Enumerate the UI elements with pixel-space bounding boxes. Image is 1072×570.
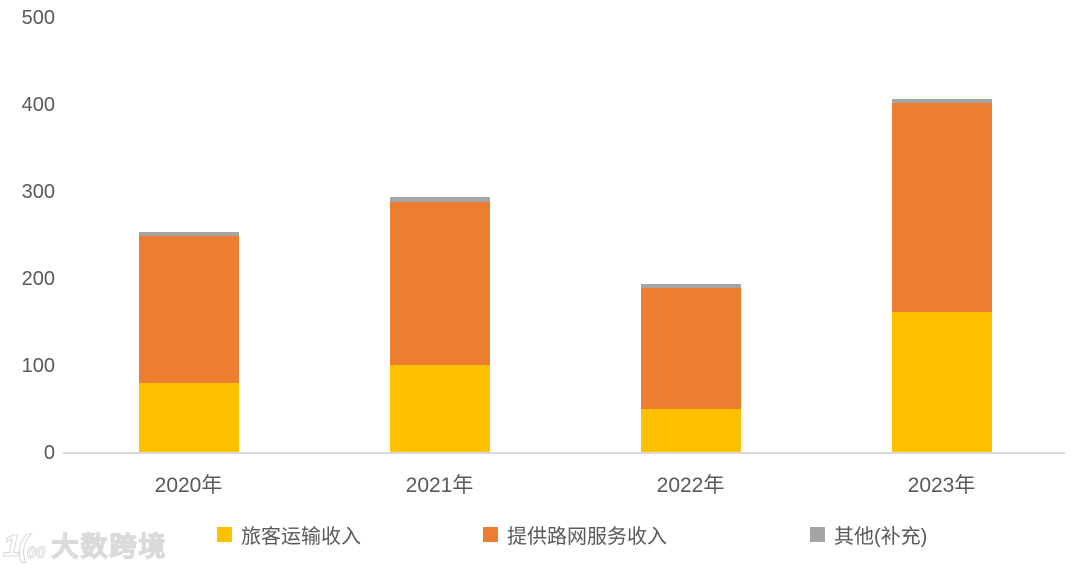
bar-segment [389,365,490,452]
legend: 旅客运输收入 提供路网服务收入 其他(补充) [0,520,1072,550]
legend-item: 旅客运输收入 [217,520,361,549]
bar-segment [891,98,992,104]
legend-swatch-icon [810,527,825,542]
bar-column-2021年 [314,0,565,452]
legend-item: 提供路网服务收入 [483,520,667,549]
bar-column-2022年 [565,0,816,452]
legend-item: 其他(补充) [810,520,927,549]
x-tick-label: 2020年 [154,474,223,497]
legend-label: 其他(补充) [834,526,928,548]
bar-segment [138,383,239,452]
bar-column-2020年 [63,0,314,452]
y-tick-label: 0 [43,442,55,464]
bar-stack [891,98,992,452]
bar-stack [389,197,490,452]
y-axis: 0 100 200 300 400 500 [0,0,55,464]
legend-swatch-icon [483,527,498,542]
legend-label: 提供路网服务收入 [507,526,667,548]
bar-segment [138,236,239,384]
x-tick-label: 2023年 [907,474,976,497]
bar-segment [640,287,741,409]
watermark-logo-icon: 1(00 [2,528,46,563]
bar-stack [640,284,741,452]
watermark: 1(00 大数跨境 [2,528,168,565]
legend-swatch-icon [217,527,232,542]
x-axis: 2020年 2021年 2022年 2023年 [63,469,1067,499]
x-tick-label: 2022年 [656,474,725,497]
x-axis-line [63,452,1065,454]
legend-label: 旅客运输收入 [241,526,361,548]
watermark-text: 大数跨境 [51,531,168,562]
bar-segment [389,202,490,365]
bar-stack [138,231,239,452]
y-tick-label: 200 [21,267,55,290]
bar-segment [389,197,490,203]
y-tick-label: 300 [21,180,55,203]
x-tick-label: 2021年 [405,474,474,497]
bar-segment [640,284,741,288]
bar-segment [640,408,741,452]
bar-segment [891,103,992,312]
y-tick-label: 500 [21,6,55,29]
y-tick-label: 100 [21,354,55,377]
plot-area [63,0,1067,452]
bar-segment [138,231,239,237]
bar-column-2023年 [816,0,1067,452]
bar-segment [891,311,992,452]
y-tick-label: 400 [21,93,55,116]
